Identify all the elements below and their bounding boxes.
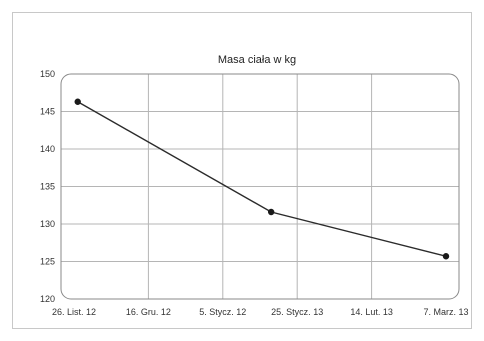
y-tick-label-5: 145 — [40, 107, 55, 117]
x-tick-label-4: 14. Lut. 13 — [350, 307, 393, 317]
data-point-2 — [442, 253, 450, 260]
y-tick-label-0: 120 — [40, 294, 55, 304]
x-tick-label-2: 5. Stycz. 12 — [199, 307, 246, 317]
plot-area — [60, 73, 460, 300]
y-axis: 120 125 130 135 140 145 150 — [40, 69, 55, 304]
chart-frame — [12, 12, 472, 329]
x-tick-label-5: 7. Marz. 13 — [423, 307, 468, 317]
chart-title: Masa ciała w kg — [218, 54, 296, 66]
y-tick-label-3: 135 — [40, 182, 55, 192]
y-tick-label-6: 150 — [40, 69, 55, 79]
series-line-0 — [77, 101, 447, 257]
x-tick-label-0: 26. List. 12 — [52, 307, 96, 317]
x-tick-label-1: 16. Gru. 12 — [126, 307, 171, 317]
data-point-0 — [74, 98, 81, 105]
grid — [61, 74, 459, 299]
y-tick-label-1: 125 — [40, 257, 55, 267]
data-point-1 — [267, 208, 275, 216]
x-axis: 26. List. 12 16. Gru. 12 5. Stycz. 12 25. S… — [52, 307, 469, 317]
x-tick-label-3: 25. Stycz. 13 — [271, 307, 323, 317]
y-tick-label-2: 130 — [40, 219, 55, 229]
series — [74, 98, 450, 260]
y-tick-label-4: 140 — [40, 144, 55, 154]
